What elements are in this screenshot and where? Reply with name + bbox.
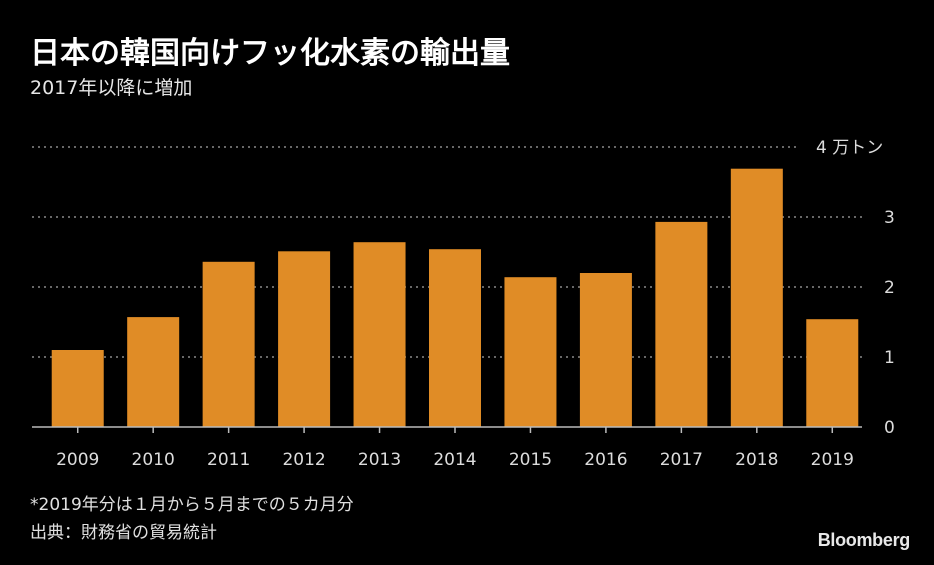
bar-2013	[353, 242, 406, 427]
bars	[51, 168, 859, 427]
y-tick-label-1: 1	[884, 348, 895, 368]
x-tick-label-2014: 2014	[433, 450, 476, 470]
bloomberg-logo: Bloomberg	[817, 530, 911, 550]
bar-2011	[202, 261, 255, 427]
x-tick-label-2009: 2009	[56, 450, 99, 470]
y-tick-label-2: 2	[884, 278, 895, 298]
x-tick-label-2012: 2012	[282, 450, 325, 470]
bar-2016	[579, 273, 632, 427]
x-tick-label-2018: 2018	[735, 450, 778, 470]
bar-2014	[429, 249, 481, 427]
bar-2015	[504, 277, 557, 427]
x-axis: 2009 2010 2011 2012 2013 2014 2015 2016 2017 2018…	[32, 426, 862, 470]
chart-subtitle: 2017年以降に増加	[30, 77, 193, 99]
y-axis: 0 1 2 3 4 万トン	[816, 138, 895, 438]
source-note: 出典：財務省の貿易統計	[30, 523, 217, 543]
x-tick-label-2015: 2015	[509, 450, 552, 470]
x-tick-label-2019: 2019	[811, 450, 854, 470]
y-tick-label-3: 3	[884, 208, 895, 228]
x-tick-label-2016: 2016	[584, 450, 627, 470]
bar-2012	[278, 251, 331, 427]
x-tick-label-2017: 2017	[660, 450, 703, 470]
y-tick-label-0: 0	[884, 418, 895, 438]
x-tick-label-2011: 2011	[207, 450, 250, 470]
footnote: *2019年分は１月から５月までの５カ月分	[30, 495, 354, 515]
y-tick-label-4: 4 万トン	[816, 138, 883, 158]
x-tick-label-2013: 2013	[358, 450, 401, 470]
bar-2010	[127, 317, 180, 427]
bar-2019	[806, 319, 859, 427]
bar-2009	[51, 350, 104, 427]
bar-2017	[655, 221, 708, 427]
x-tick-label-2010: 2010	[132, 450, 175, 470]
bar-2018	[730, 168, 783, 427]
chart-title: 日本の韓国向けフッ化水素の輸出量	[30, 36, 510, 71]
